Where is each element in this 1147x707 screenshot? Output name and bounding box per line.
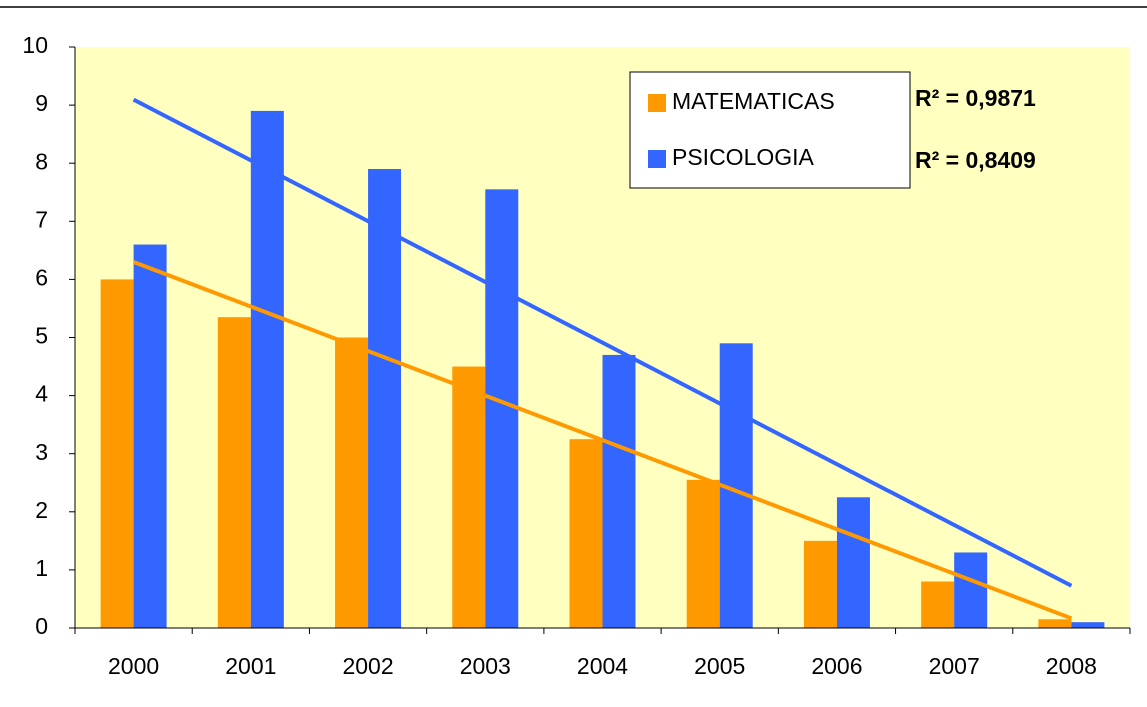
bar bbox=[100, 279, 134, 628]
bar bbox=[133, 244, 167, 629]
y-tick-label: 1 bbox=[35, 555, 48, 581]
y-tick-label: 7 bbox=[35, 206, 48, 232]
legend-label: PSICOLOGIA bbox=[672, 144, 815, 170]
trend-line bbox=[132, 260, 1073, 621]
r-squared: R² = 0,9871 bbox=[915, 85, 1036, 111]
bar bbox=[954, 552, 988, 628]
y-tick-label: 3 bbox=[35, 439, 48, 465]
legend-box bbox=[629, 71, 911, 189]
x-tick-label: 2001 bbox=[225, 653, 276, 679]
bar bbox=[335, 337, 369, 628]
y-tick-label: 10 bbox=[22, 32, 48, 58]
y-tick-label: 5 bbox=[35, 323, 48, 349]
y-tick-label: 6 bbox=[35, 264, 48, 290]
bar bbox=[1038, 619, 1072, 628]
x-tick-label: 2000 bbox=[108, 653, 159, 679]
bar bbox=[217, 317, 251, 628]
y-tick-label: 4 bbox=[35, 381, 48, 407]
legend: MATEMATICAS PSICOLOGIA bbox=[629, 71, 911, 189]
bar bbox=[686, 479, 720, 628]
y-tick-label: 8 bbox=[35, 148, 48, 174]
x-tick-label: 2003 bbox=[460, 653, 511, 679]
y-tick-label: 2 bbox=[35, 497, 48, 523]
bar bbox=[921, 581, 955, 628]
x-tick-label: 2006 bbox=[811, 653, 862, 679]
legend-swatch bbox=[648, 150, 666, 168]
bar bbox=[485, 189, 519, 628]
bar bbox=[250, 110, 284, 628]
bar bbox=[368, 169, 402, 628]
bar bbox=[1071, 622, 1105, 628]
y-tick-label: 9 bbox=[35, 90, 48, 116]
y-tick-label: 0 bbox=[35, 613, 48, 639]
x-tick-label: 2002 bbox=[342, 653, 393, 679]
legend-swatch bbox=[648, 94, 666, 112]
bar bbox=[602, 354, 636, 628]
trend-line bbox=[132, 97, 1073, 588]
x-tick-label: 2008 bbox=[1046, 653, 1097, 679]
bar bbox=[569, 439, 603, 628]
legend-label: MATEMATICAS bbox=[672, 88, 835, 114]
x-tick-label: 2004 bbox=[577, 653, 628, 679]
x-tick-label: 2007 bbox=[929, 653, 980, 679]
bar bbox=[452, 366, 486, 628]
r-squared: R² = 0,8409 bbox=[915, 147, 1036, 173]
bar bbox=[836, 497, 870, 628]
bar bbox=[803, 540, 837, 628]
x-tick-label: 2005 bbox=[694, 653, 745, 679]
